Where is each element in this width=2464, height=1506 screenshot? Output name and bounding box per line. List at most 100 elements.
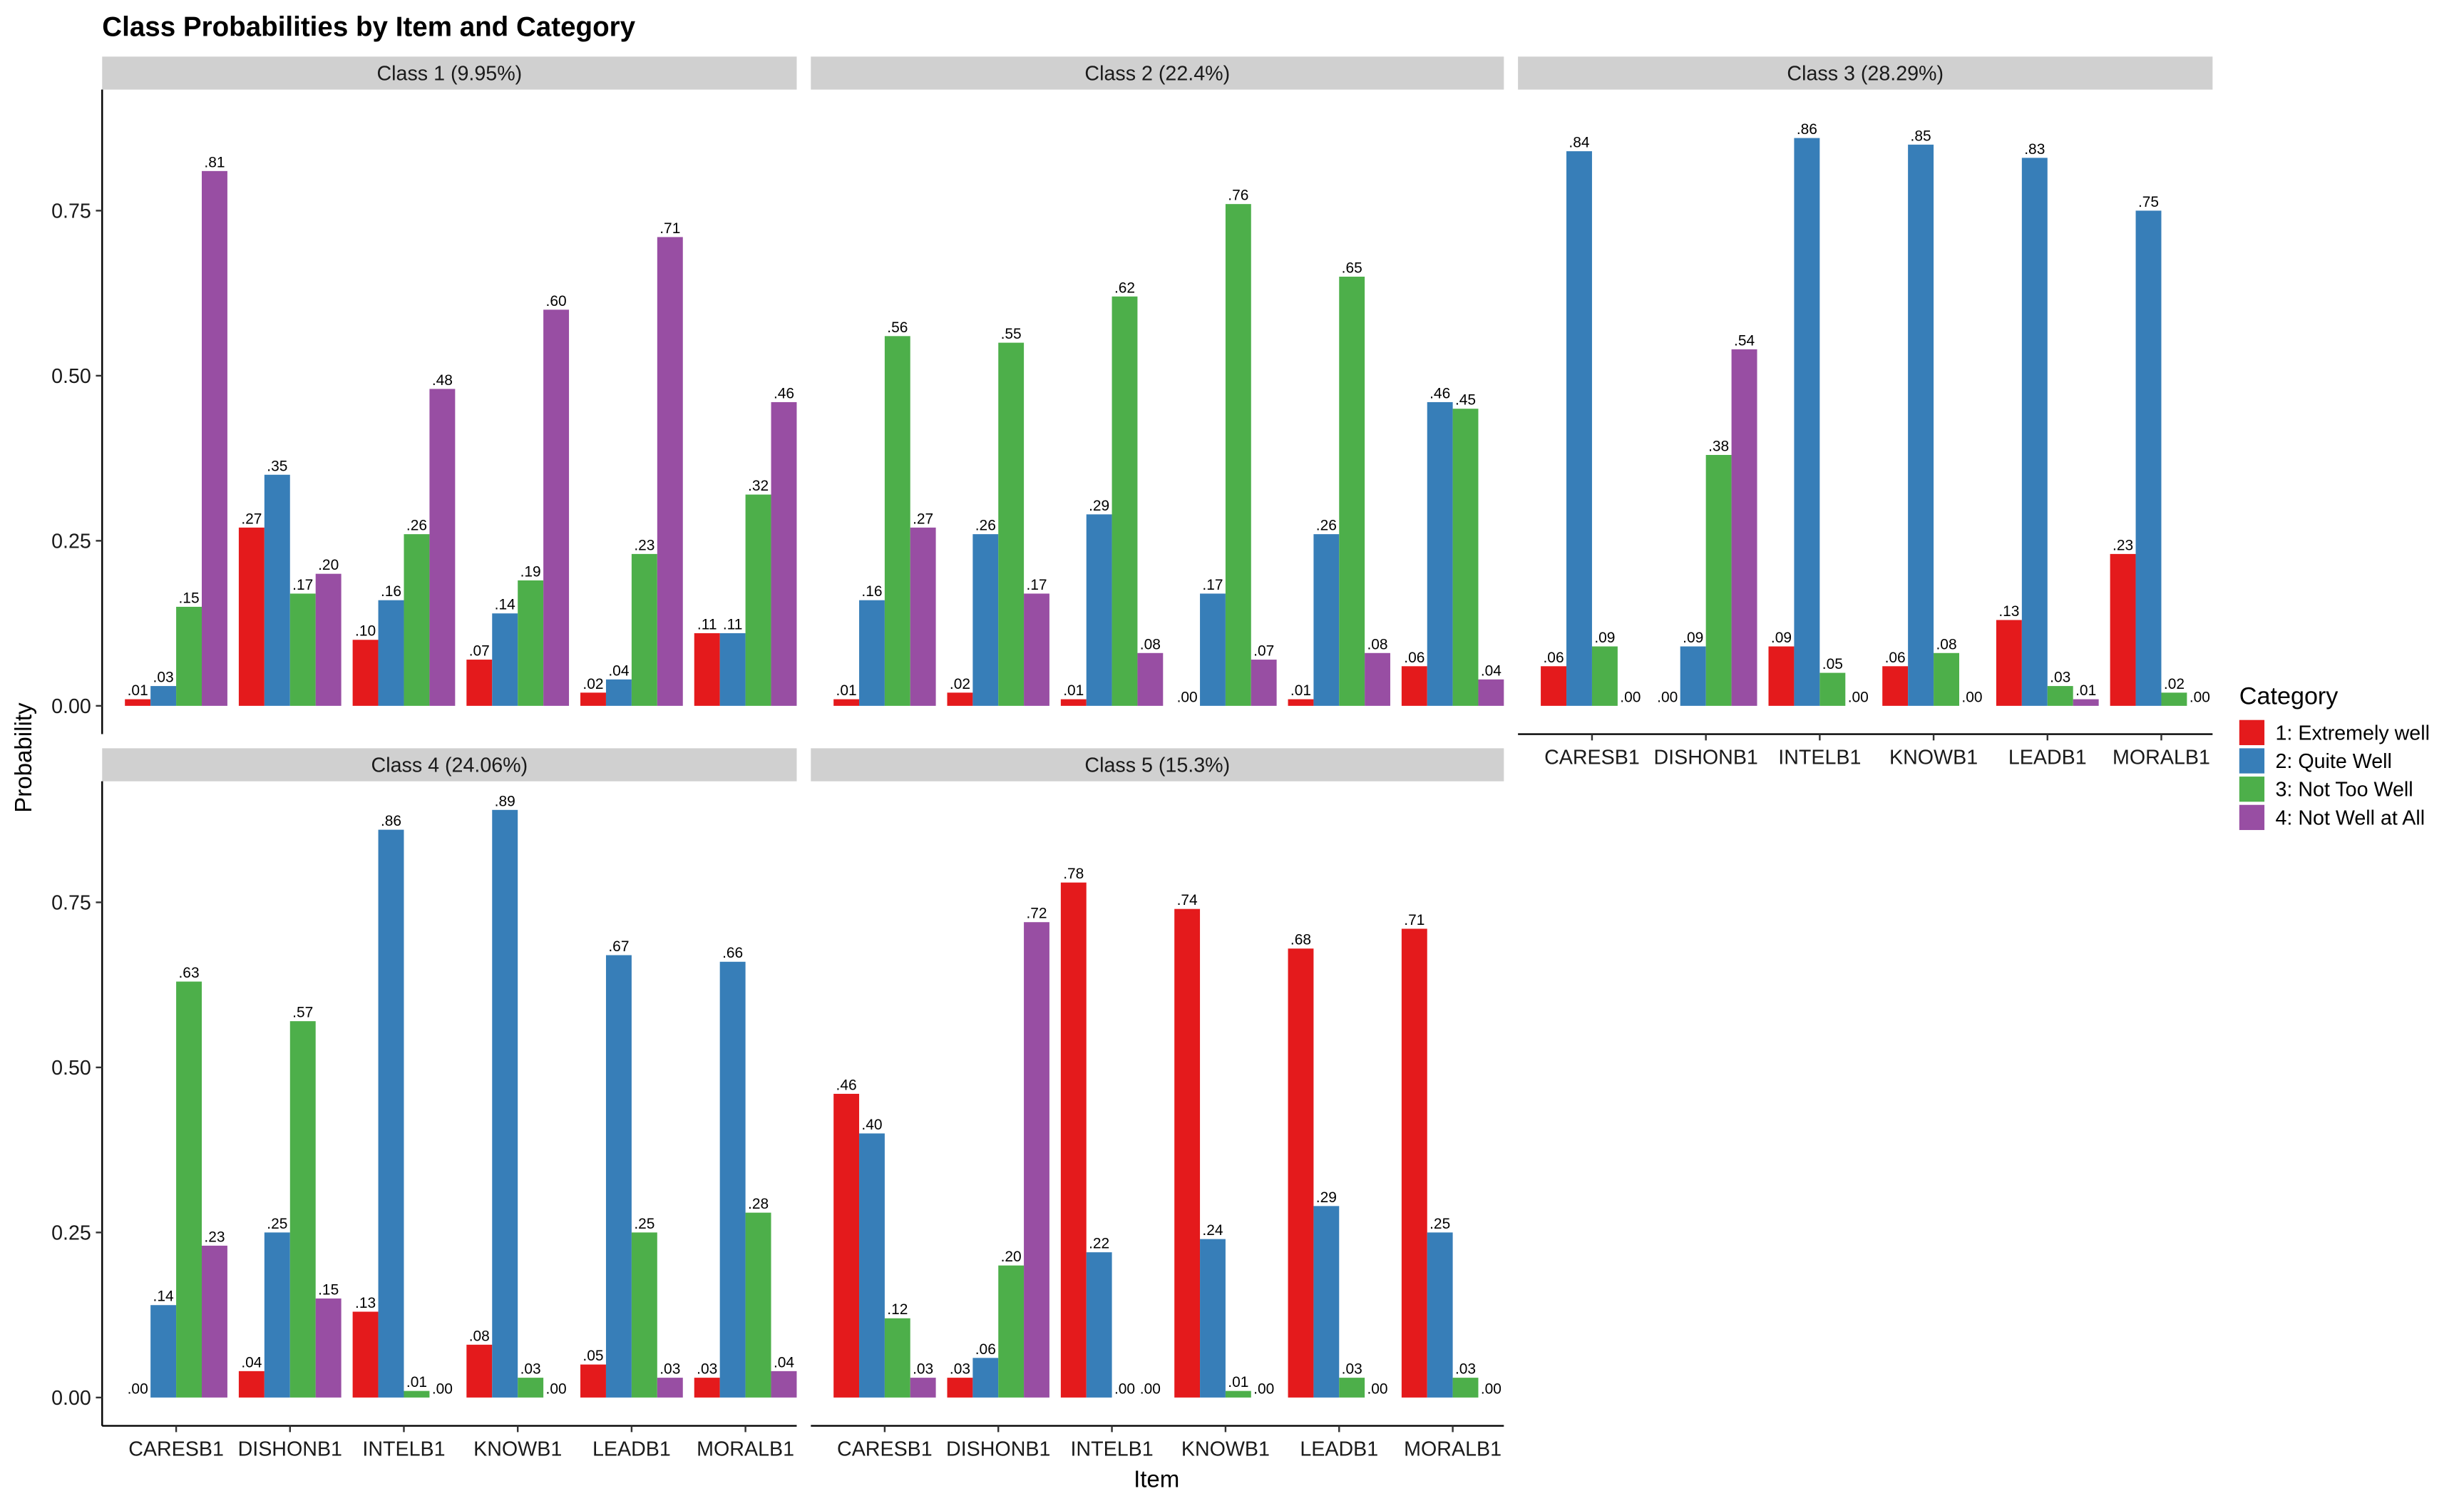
bar-moralb1-cat1 [694,633,720,706]
legend-key-3 [2239,777,2265,802]
x-tick-label: INTELB1 [1070,1438,1153,1460]
bars: .06 .84 .09 .00 .00 .09 .38 .54 .09 .86 .05 .00 .06.… [1541,121,2210,706]
bar-value-label: .57 [292,1005,313,1021]
bar-moralb1-cat3 [745,1212,771,1398]
facet-strip-label: Class 5 (15.3%) [1084,754,1230,777]
bar-knowb1-cat3 [1225,1390,1251,1398]
bar-value-label: .03 [2050,670,2070,686]
bar-value-label: .62 [1114,280,1135,296]
bar-leadb1-cat1 [580,1364,606,1398]
bar-intelb1-cat1 [352,640,379,706]
bar-intelb1-cat2 [1794,138,1820,706]
bar-value-label: .07 [469,643,490,660]
bar-value-label: .29 [1089,498,1109,514]
y-tick-label: 0.75 [51,200,91,222]
bar-value-label: .00 [1848,689,1869,705]
bar-value-label: .35 [267,458,287,474]
bar-value-label: .67 [608,938,629,955]
bar-value-label: .13 [1998,603,2019,620]
bar-moralb1-cat4 [771,401,797,706]
bar-intelb1-cat3 [1112,296,1138,706]
bar-value-label: .63 [178,965,199,981]
bar-caresb1-cat4 [910,1378,936,1398]
bar-value-label: .11 [723,616,743,632]
legend-title: Category [2239,683,2339,710]
bar-value-label: .74 [1177,892,1198,908]
y-tick-label: 0.50 [51,1057,91,1080]
bar-caresb1-cat1 [833,1093,860,1398]
panel-class-3: Class 3 (28.29%) .06 .84 .09 .00 .00 .09 .38 .54… [1518,56,2213,769]
bar-intelb1-cat2 [1086,1252,1112,1398]
x-tick-label: INTELB1 [1778,746,1861,769]
bar-dishonb1-cat3 [1705,455,1732,706]
bar-value-label: .01 [1228,1374,1248,1390]
legend-key-2 [2239,748,2265,774]
facet-strip [102,748,797,782]
bar-value-label: .07 [1253,643,1274,660]
bar-leadb1-cat1 [1996,620,2022,706]
bar-value-label: .04 [608,662,629,679]
bar-knowb1-cat1 [1882,666,1909,706]
bar-value-label: .86 [381,813,401,829]
bars: .01 .03 .15 .81 .27 .35 .17 .20 .10 .16 .26 .48 .07.… [125,154,797,706]
bar-intelb1-cat2 [378,829,404,1398]
facet-strip-label: Class 4 (24.06%) [371,754,528,777]
bar-value-label: .02 [2164,676,2185,692]
bar-caresb1-cat4 [202,1245,227,1398]
bar-intelb1-cat3 [404,534,430,706]
bar-leadb1-cat1 [1288,699,1314,706]
bar-value-label: .29 [1316,1189,1337,1206]
bar-value-label: .19 [520,563,541,580]
facet-strip-label: Class 3 (28.29%) [1787,62,1944,85]
bar-knowb1-cat2 [492,809,518,1398]
x-tick-label: MORALB1 [1404,1438,1502,1460]
bar-knowb1-cat3 [518,580,544,706]
bar-dishonb1-cat3 [998,1265,1025,1398]
bar-value-label: .09 [1594,630,1615,646]
facet-strip [1518,56,2213,90]
bar-value-label: .78 [1063,866,1084,882]
bar-value-label: .86 [1797,121,1817,138]
y-tick-label: 0.50 [51,365,91,388]
bar-value-label: .60 [546,293,567,309]
bar-leadb1-cat3 [631,553,657,706]
legend-key-4 [2239,804,2265,831]
bar-caresb1-cat3 [1591,646,1618,706]
bar-leadb1-cat4 [657,237,683,706]
bar-value-label: .00 [1481,1380,1502,1397]
x-tick-label: LEADB1 [592,1438,671,1460]
bar-value-label: .27 [241,511,262,527]
bar-value-label: .06 [975,1341,996,1358]
bar-value-label: .06 [1885,650,1906,666]
bar-value-label: .26 [406,518,427,534]
bar-caresb1-cat2 [1566,151,1592,706]
bar-value-label: .00 [1140,1380,1161,1397]
bar-value-label: .81 [204,154,225,170]
bar-value-label: .05 [582,1348,603,1364]
bar-leadb1-cat3 [631,1232,657,1398]
panels: Class 1 (9.95%) .01 .03 .15 .81 .27 .35 .17 .20.… [51,56,2213,1460]
bar-caresb1-cat1 [1541,666,1567,706]
bar-moralb1-cat4 [1478,679,1504,706]
bar-moralb1-cat3 [1452,1378,1479,1398]
bar-value-label: .68 [1290,932,1311,948]
facet-strip [811,748,1504,782]
bar-intelb1-cat1 [352,1311,379,1398]
bar-knowb1-cat3 [518,1378,544,1398]
bar-value-label: .46 [836,1077,857,1093]
bar-value-label: .55 [1001,326,1022,342]
legend-label: 2: Quite Well [2276,750,2392,773]
bar-value-label: .00 [1253,1380,1274,1397]
bar-dishonb1-cat4 [315,1298,342,1398]
bar-knowb1-cat2 [1200,593,1226,706]
y-tick-label: 0.00 [51,695,91,718]
bar-value-label: .05 [1822,656,1843,672]
bar-leadb1-cat1 [580,692,606,706]
bar-value-label: .25 [1429,1216,1450,1232]
bar-value-label: .26 [1316,518,1337,534]
bar-intelb1-cat2 [1086,514,1112,706]
bar-value-label: .00 [546,1380,567,1397]
bar-value-label: .89 [495,793,515,809]
bar-value-label: .17 [1202,577,1223,593]
